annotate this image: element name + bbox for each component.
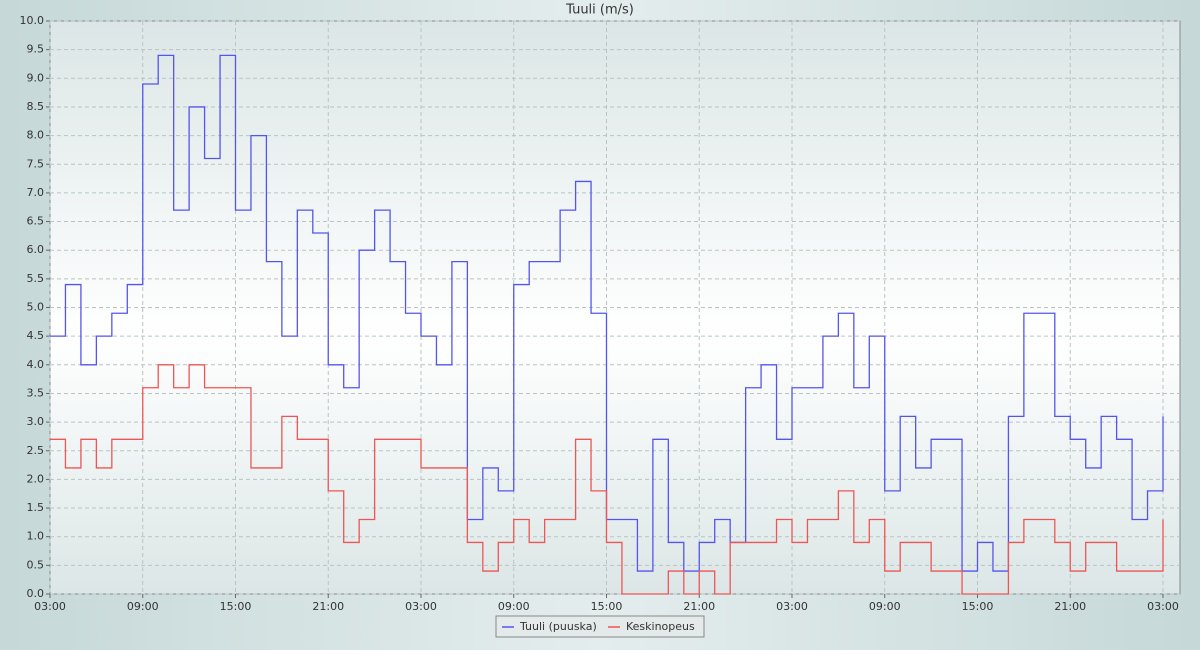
y-tick-label: 3.5 bbox=[27, 386, 45, 399]
y-tick-label: 0.5 bbox=[27, 558, 45, 571]
x-tick-label: 03:00 bbox=[776, 600, 808, 613]
y-tick-label: 1.0 bbox=[27, 530, 45, 543]
y-tick-label: 3.0 bbox=[27, 415, 45, 428]
y-tick-label: 5.5 bbox=[27, 272, 45, 285]
x-tick-label: 03:00 bbox=[1147, 600, 1179, 613]
y-tick-label: 6.5 bbox=[27, 215, 45, 228]
legend-box bbox=[495, 615, 705, 638]
y-tick-label: 7.5 bbox=[27, 157, 45, 170]
y-tick-label: 5.0 bbox=[27, 301, 45, 314]
y-tick-label: 6.0 bbox=[27, 243, 45, 256]
x-tick-label: 09:00 bbox=[498, 600, 530, 613]
y-tick-label: 7.0 bbox=[27, 186, 45, 199]
y-tick-label: 2.5 bbox=[27, 444, 45, 457]
y-tick-label: 4.5 bbox=[27, 329, 45, 342]
series-line bbox=[50, 54, 1164, 572]
x-tick-label: 03:00 bbox=[34, 600, 66, 613]
y-tick-label: 10.0 bbox=[20, 14, 45, 27]
y-tick-label: 0.0 bbox=[27, 587, 45, 600]
legend: Tuuli (puuska) Keskinopeus bbox=[495, 615, 705, 638]
x-tick-label: 09:00 bbox=[869, 600, 901, 613]
x-tick-label: 21:00 bbox=[683, 600, 715, 613]
y-tick-label: 8.5 bbox=[27, 100, 45, 113]
series-line bbox=[50, 364, 1164, 595]
x-tick-label: 21:00 bbox=[1054, 600, 1086, 613]
x-tick-label: 03:00 bbox=[405, 600, 437, 613]
x-tick-label: 15:00 bbox=[962, 600, 994, 613]
x-tick-label: 21:00 bbox=[312, 600, 344, 613]
x-tick-label: 09:00 bbox=[127, 600, 159, 613]
y-tick-label: 9.5 bbox=[27, 43, 45, 56]
legend-label: Tuuli (puuska) bbox=[519, 620, 597, 633]
x-tick-label: 15:00 bbox=[591, 600, 623, 613]
chart-title: Tuuli (m/s) bbox=[565, 3, 634, 18]
y-tick-label: 4.0 bbox=[27, 358, 45, 371]
x-tick-label: 15:00 bbox=[220, 600, 252, 613]
y-tick-label: 2.0 bbox=[27, 472, 45, 485]
y-tick-label: 8.0 bbox=[27, 129, 45, 142]
legend-label: Keskinopeus bbox=[626, 620, 695, 633]
y-tick-label: 1.5 bbox=[27, 501, 45, 514]
y-tick-label: 9.0 bbox=[27, 71, 45, 84]
